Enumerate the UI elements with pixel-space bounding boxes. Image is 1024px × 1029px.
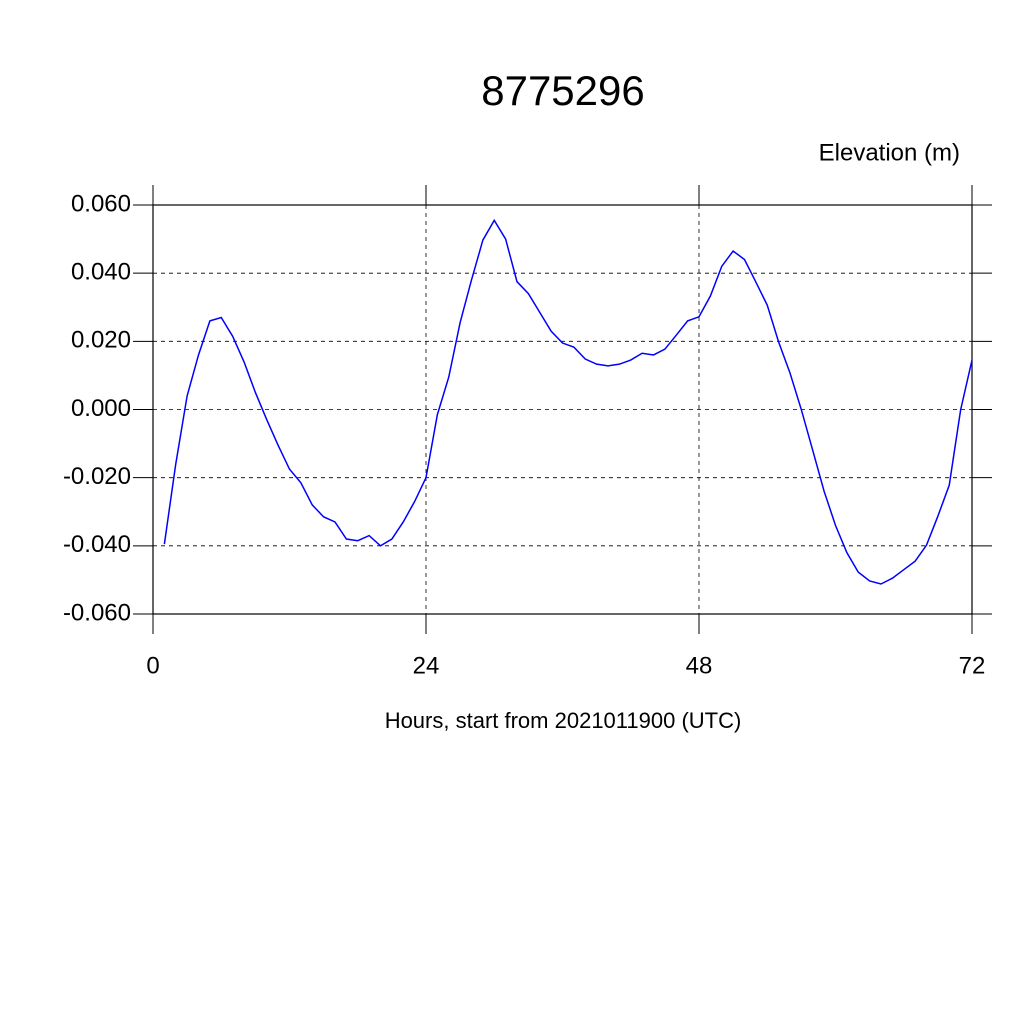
y-tick-label: 0.020: [71, 327, 131, 354]
chart-title: 8775296: [481, 67, 645, 114]
y-tick-label: -0.020: [63, 463, 131, 490]
y-tick-label: -0.040: [63, 531, 131, 558]
y-tick-label: 0.040: [71, 259, 131, 286]
x-tick-label: 48: [686, 652, 713, 679]
y-axis-label: Elevation (m): [819, 139, 960, 166]
y-tick-label: -0.060: [63, 599, 131, 626]
y-tick-label: 0.000: [71, 395, 131, 422]
x-tick-label: 0: [146, 652, 159, 679]
x-tick-label: 24: [413, 652, 440, 679]
x-tick-label: 72: [959, 652, 986, 679]
data-line: [163, 218, 973, 585]
y-tick-label: 0.060: [71, 190, 131, 217]
x-axis-label: Hours, start from 2021011900 (UTC): [385, 708, 742, 733]
